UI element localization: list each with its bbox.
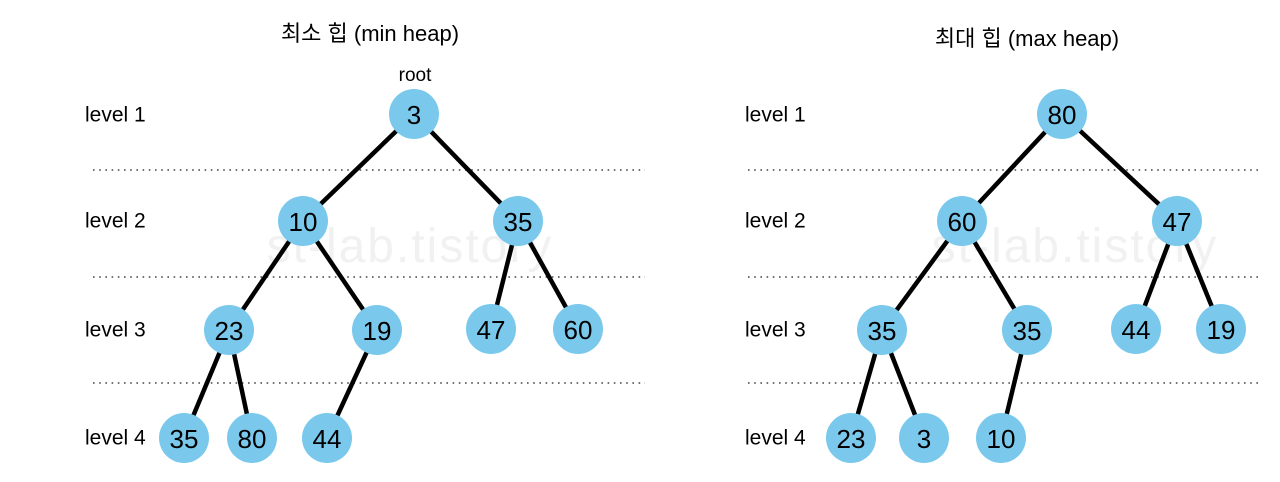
- tree-node-circle: [352, 305, 402, 355]
- level-label: level 2: [745, 210, 806, 233]
- root-label: root: [399, 65, 432, 86]
- tree-node-circle: [1152, 196, 1202, 246]
- tree-node-circle: [227, 413, 277, 463]
- tree-node-circle: [204, 305, 254, 355]
- tree-node: 44: [1111, 304, 1161, 354]
- tree-node-circle: [1196, 304, 1246, 354]
- tree-node-value: 44: [313, 424, 342, 454]
- level-label: level 1: [745, 104, 806, 127]
- tree-node-circle: [899, 413, 949, 463]
- level-label: level 2: [85, 210, 146, 233]
- tree-node-value: 80: [238, 424, 267, 454]
- tree-node-circle: [1111, 304, 1161, 354]
- tree-node-circle: [553, 304, 603, 354]
- tree-node: 60: [553, 304, 603, 354]
- panel-title: 최대 힙 (max heap): [935, 26, 1119, 51]
- tree-node: 23: [826, 413, 876, 463]
- tree-node-value: 35: [1013, 316, 1042, 346]
- tree-node: 35: [857, 305, 907, 355]
- level-label: level 1: [85, 104, 146, 127]
- tree-node: 35: [1002, 305, 1052, 355]
- tree-node-value: 44: [1122, 315, 1151, 345]
- tree-node-value: 19: [363, 316, 392, 346]
- level-label: level 3: [745, 319, 806, 342]
- tree-node: 60: [937, 196, 987, 246]
- tree-node-circle: [976, 413, 1026, 463]
- tree-node-value: 35: [170, 424, 199, 454]
- tree-node-circle: [389, 89, 439, 139]
- tree-node: 80: [1037, 89, 1087, 139]
- tree-node-circle: [302, 413, 352, 463]
- tree-node-value: 35: [868, 316, 897, 346]
- tree-node: 35: [493, 196, 543, 246]
- tree-node-value: 47: [477, 315, 506, 345]
- tree-node: 10: [278, 196, 328, 246]
- tree-node-value: 23: [837, 424, 866, 454]
- tree-node: 3: [899, 413, 949, 463]
- tree-node-circle: [493, 196, 543, 246]
- tree-node-value: 19: [1207, 315, 1236, 345]
- tree-node: 47: [1152, 196, 1202, 246]
- level-label: level 4: [745, 427, 806, 450]
- tree-node: 10: [976, 413, 1026, 463]
- tree-edge: [1059, 111, 1180, 224]
- tree-node-circle: [466, 304, 516, 354]
- tree-node-value: 3: [917, 424, 931, 454]
- tree-node: 19: [1196, 304, 1246, 354]
- tree-node-value: 80: [1048, 100, 1077, 130]
- tree-node-value: 35: [504, 207, 533, 237]
- tree-node-circle: [1037, 89, 1087, 139]
- tree-node-circle: [278, 196, 328, 246]
- tree-node: 19: [352, 305, 402, 355]
- tree-node-circle: [1002, 305, 1052, 355]
- tree-node-circle: [857, 305, 907, 355]
- panel-title: 최소 힙 (min heap): [281, 21, 459, 46]
- tree-node-value: 3: [407, 100, 421, 130]
- tree-node: 23: [204, 305, 254, 355]
- tree-node-circle: [937, 196, 987, 246]
- tree-node-value: 60: [948, 207, 977, 237]
- tree-node-value: 10: [987, 424, 1016, 454]
- level-label: level 4: [85, 427, 146, 450]
- tree-node: 47: [466, 304, 516, 354]
- level-label: level 3: [85, 319, 146, 342]
- tree-node-value: 23: [215, 316, 244, 346]
- tree-node: 80: [227, 413, 277, 463]
- tree-node: 3: [389, 89, 439, 139]
- tree-node: 35: [159, 413, 209, 463]
- tree-node-circle: [159, 413, 209, 463]
- tree-node-value: 10: [289, 207, 318, 237]
- tree-node-circle: [826, 413, 876, 463]
- tree-node: 44: [302, 413, 352, 463]
- tree-edge: [300, 111, 417, 224]
- tree-node-value: 47: [1163, 207, 1192, 237]
- tree-node-value: 60: [564, 315, 593, 345]
